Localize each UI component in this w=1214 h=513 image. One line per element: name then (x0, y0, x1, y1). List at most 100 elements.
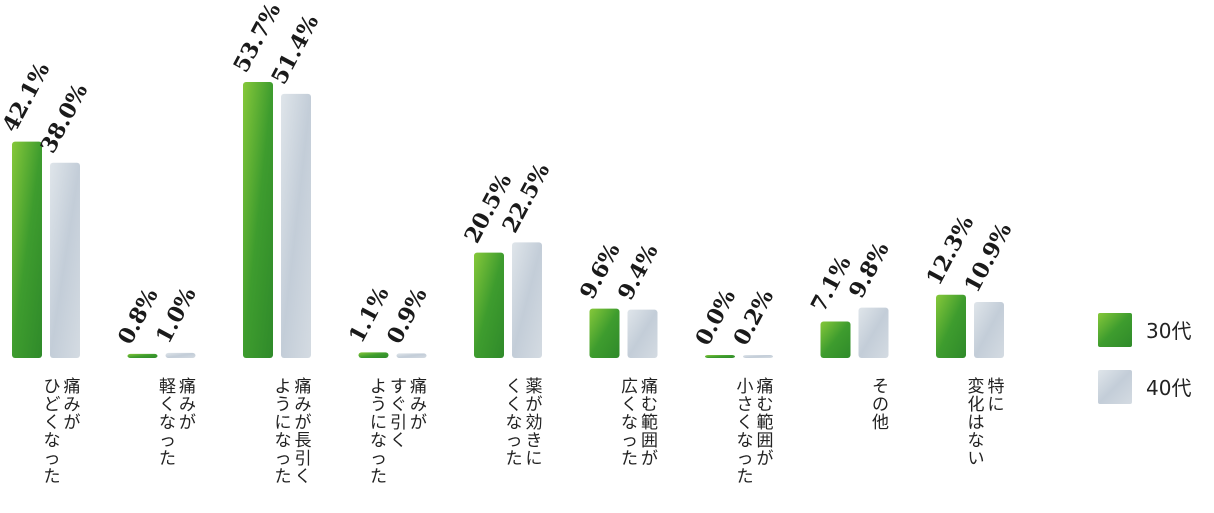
category-label-char: な (275, 431, 292, 451)
category-label-char: た (737, 467, 754, 487)
category-label-char: っ (44, 449, 61, 469)
category-label-char: が (410, 413, 427, 433)
category-label-char: 引 (295, 449, 312, 469)
category-label-char: 特 (988, 377, 1005, 397)
category-label-char: 長 (295, 431, 312, 451)
bar-40s-4 (512, 242, 542, 358)
category-label-char: ひ (44, 377, 61, 397)
bar-30s-1 (127, 353, 158, 358)
category-label-char: っ (370, 449, 387, 469)
category-label-char: に (370, 413, 387, 433)
category-label-char: が (526, 395, 543, 415)
category-label-char: う (370, 395, 387, 415)
category-label-char: み (64, 395, 81, 415)
category-label-char: な (506, 413, 523, 433)
legend: 30代 40代 (1098, 313, 1191, 404)
category-label-char: う (275, 395, 292, 415)
category-label-char: な (737, 431, 754, 451)
category-label-char: む (641, 395, 658, 415)
category-label-char: に (526, 449, 543, 469)
category-label-char: 痛 (295, 377, 312, 397)
category-label-char: 変 (968, 377, 985, 397)
category-label-char: 囲 (757, 431, 774, 451)
category-label-char: が (757, 449, 774, 469)
bar-40s-7 (858, 307, 889, 358)
category-label-char: む (757, 395, 774, 415)
category-label-char: た (621, 449, 638, 469)
category-label-char: た (370, 467, 387, 487)
category-label-char: く (159, 395, 176, 415)
category-label-char: な (44, 431, 61, 451)
category-label-char: な (621, 413, 638, 433)
category-label-char: っ (621, 431, 638, 451)
bar-30s-4 (474, 252, 504, 358)
category-label-char: に (275, 413, 292, 433)
bar-30s-2 (243, 82, 273, 358)
category-label-char: 痛 (64, 377, 81, 397)
category-label-char: 引 (390, 413, 407, 433)
category-label-char: く (506, 395, 523, 415)
bar-40s-3 (396, 353, 427, 358)
bar-30s-7 (820, 321, 851, 358)
category-labels-layer: 痛みがひどくなった痛みが軽くなった痛みが長引くようになった痛みがすぐ引くようにな… (44, 377, 1005, 487)
category-label-char: 囲 (641, 431, 658, 451)
category-label-char: の (872, 395, 889, 415)
category-label-char: き (526, 431, 543, 451)
legend-label-40s: 40代 (1146, 376, 1191, 400)
category-label-char: 痛 (410, 377, 427, 397)
category-label-char: た (159, 449, 176, 469)
legend-label-30s: 30代 (1146, 319, 1191, 343)
category-label-char: な (968, 431, 985, 451)
legend-swatch-30s (1098, 313, 1132, 347)
category-label-char: 化 (968, 395, 985, 415)
category-label-char: い (968, 449, 985, 469)
category-label-char: 範 (641, 413, 658, 433)
category-label-char: に (988, 395, 1005, 415)
bar-40s-5 (627, 309, 658, 358)
bar-40s-1 (165, 352, 196, 358)
category-label-char: が (641, 449, 658, 469)
category-label-char: よ (275, 377, 292, 397)
category-label-char: な (370, 431, 387, 451)
bar-40s-0 (50, 162, 80, 358)
category-label-char: 他 (872, 413, 889, 433)
bar-30s-3 (358, 352, 389, 358)
category-label-char: 広 (621, 377, 638, 397)
category-label-char: ど (44, 395, 61, 415)
category-label-char: み (179, 395, 196, 415)
category-label-char: 範 (757, 413, 774, 433)
category-label-char: 痛 (179, 377, 196, 397)
bar-30s-5 (589, 308, 620, 358)
category-label-char: た (506, 449, 523, 469)
category-label-char: く (621, 395, 638, 415)
category-label-char: く (506, 377, 523, 397)
category-label-char: が (179, 413, 196, 433)
category-label-char: 痛 (641, 377, 658, 397)
category-label-char: た (275, 467, 292, 487)
value-label-40s-1: 1.0% (151, 283, 202, 348)
category-label-char: 痛 (757, 377, 774, 397)
category-label-char: く (44, 413, 61, 433)
bar-30s-6 (705, 355, 735, 358)
bar-40s-2 (281, 93, 311, 358)
category-label-char: 軽 (159, 377, 176, 397)
category-label-char: く (295, 467, 312, 487)
category-label-char: っ (275, 449, 292, 469)
bar-40s-8 (974, 301, 1004, 358)
category-label-char: っ (506, 431, 523, 451)
category-label-char: み (295, 395, 312, 415)
category-label-char: は (968, 413, 985, 433)
category-label-char: 薬 (526, 377, 543, 397)
category-label-char: み (410, 395, 427, 415)
category-label-char: そ (872, 377, 889, 397)
category-label-char: 効 (526, 413, 543, 433)
category-label-char: が (295, 413, 312, 433)
category-label-char: よ (370, 377, 387, 397)
bar-40s-6 (743, 355, 773, 358)
category-label-char: く (390, 431, 407, 451)
category-label-char: っ (159, 431, 176, 451)
bar-30s-8 (936, 294, 966, 358)
bar-30s-0 (12, 141, 42, 358)
value-labels-layer: 42.1%38.0%0.8%1.0%53.7%51.4%1.1%0.9%20.5… (0, 0, 1017, 350)
